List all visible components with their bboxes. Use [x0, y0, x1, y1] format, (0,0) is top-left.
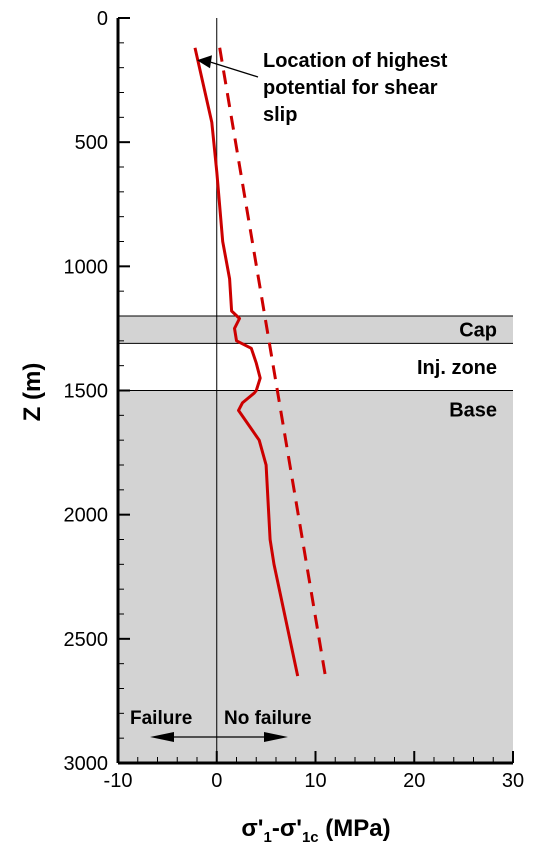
annotation-arrow-line	[210, 61, 259, 78]
no-failure-arrow-head	[264, 732, 288, 742]
x-tick-label: 30	[502, 770, 524, 792]
x-tick-label: 10	[304, 770, 326, 792]
annotation-line-2: potential for shear	[263, 77, 438, 99]
y-axis-label: Z (m)	[19, 363, 46, 422]
x-tick-label: 20	[403, 770, 425, 792]
layer-label-inj-zone: Inj. zone	[417, 357, 497, 379]
y-tick-label: 1500	[64, 381, 109, 403]
x-axis-label: σ'1-σ'1c (MPa)	[241, 815, 390, 846]
layer-label-cap: Cap	[459, 320, 497, 342]
x-label-sigma1c: -σ'	[272, 815, 302, 842]
series-group	[193, 47, 327, 677]
series-dashed-line	[218, 47, 327, 677]
x-label-sub1: 1	[263, 829, 271, 846]
x-label-sub1c: 1c	[302, 829, 319, 846]
x-tick-label: 0	[211, 770, 222, 792]
x-label-sigma1: σ'	[241, 815, 263, 842]
x-label-unit: (MPa)	[319, 815, 391, 842]
annotations-group: Location of highest potential for shear …	[130, 50, 448, 742]
y-tick-label: 2500	[64, 629, 109, 651]
layer-band-base	[118, 390, 513, 763]
no-failure-label: No failure	[224, 708, 312, 729]
y-tick-label: 2000	[64, 505, 109, 527]
y-tick-label: 1000	[64, 256, 109, 278]
series-solid-line	[193, 47, 300, 677]
annotation-arrow-head	[197, 55, 212, 69]
x-tick-label: -10	[104, 770, 133, 792]
failure-label: Failure	[130, 708, 192, 729]
failure-arrow-head	[150, 732, 174, 742]
y-tick-label: 3000	[64, 753, 109, 775]
annotation-line-1: Location of highest	[263, 50, 448, 72]
ticks-group: 0 500 1000 1500 2000 2500 3000-10 0 10 20 30	[64, 8, 525, 792]
y-tick-label: 500	[75, 132, 108, 154]
layer-bands	[118, 315, 513, 763]
annotation-line-3: slip	[263, 104, 297, 126]
y-tick-label: 0	[97, 8, 108, 30]
layer-labels: Cap Inj. zone Base	[417, 320, 497, 422]
layer-label-base: Base	[449, 400, 497, 422]
layer-band-cap	[118, 316, 513, 344]
